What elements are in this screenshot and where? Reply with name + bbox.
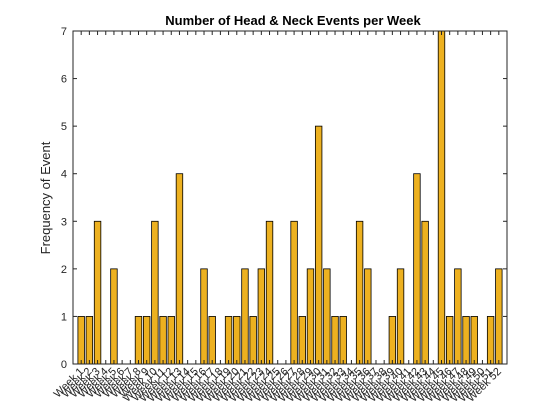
- bar-32: [331, 316, 339, 365]
- bar-52: [495, 268, 503, 365]
- bar-28: [298, 316, 306, 365]
- bar-40: [396, 268, 405, 365]
- bar-31: [323, 268, 331, 365]
- y-tick-label: 4: [61, 169, 67, 181]
- bar-22: [249, 316, 257, 365]
- bar-11: [159, 316, 167, 365]
- bar-36: [364, 268, 372, 365]
- bar-45: [437, 30, 446, 365]
- y-tick-label: 2: [61, 264, 67, 276]
- y-tick-label: 1: [61, 311, 67, 323]
- bar-3: [93, 220, 102, 365]
- y-tick-label: 7: [61, 26, 67, 38]
- chart-title: Number of Head & Neck Events per Week: [165, 13, 421, 28]
- bar-21: [241, 268, 249, 365]
- bar-47: [454, 268, 462, 365]
- bar-39: [388, 316, 397, 365]
- bar-1: [77, 316, 85, 365]
- y-tick-label: 5: [61, 121, 67, 133]
- bars-layer: [77, 30, 503, 365]
- bar-8: [134, 316, 143, 365]
- bar-24: [265, 220, 274, 365]
- bar-35: [355, 220, 364, 365]
- bar-46: [445, 316, 454, 365]
- bar-42: [413, 173, 421, 365]
- bar-17: [208, 316, 216, 365]
- bar-9: [143, 316, 151, 365]
- bar-49: [470, 316, 478, 365]
- bar-16: [200, 268, 208, 365]
- bar-43: [421, 220, 429, 365]
- plot-area-box: [72, 30, 508, 365]
- y-tick-label: 3: [61, 216, 67, 228]
- bar-27: [290, 220, 298, 365]
- bar-2: [85, 316, 94, 365]
- bar-19: [224, 316, 233, 365]
- bar-51: [486, 316, 495, 365]
- y-tick-label: 0: [61, 359, 67, 371]
- y-axis: 0 1 2 3 4 5 6 7: [61, 26, 507, 371]
- bar-5: [110, 268, 118, 365]
- y-axis-label: Frequency of Event: [38, 141, 53, 254]
- bar-20: [233, 316, 241, 365]
- bar-29: [306, 268, 315, 365]
- bar-33: [339, 316, 347, 365]
- bar-23: [257, 268, 266, 365]
- bar-10: [151, 220, 159, 365]
- bar-13: [175, 173, 184, 365]
- y-tick-label: 6: [61, 74, 67, 86]
- bar-12: [167, 316, 175, 365]
- bar-48: [462, 316, 470, 365]
- bar-30: [314, 125, 323, 365]
